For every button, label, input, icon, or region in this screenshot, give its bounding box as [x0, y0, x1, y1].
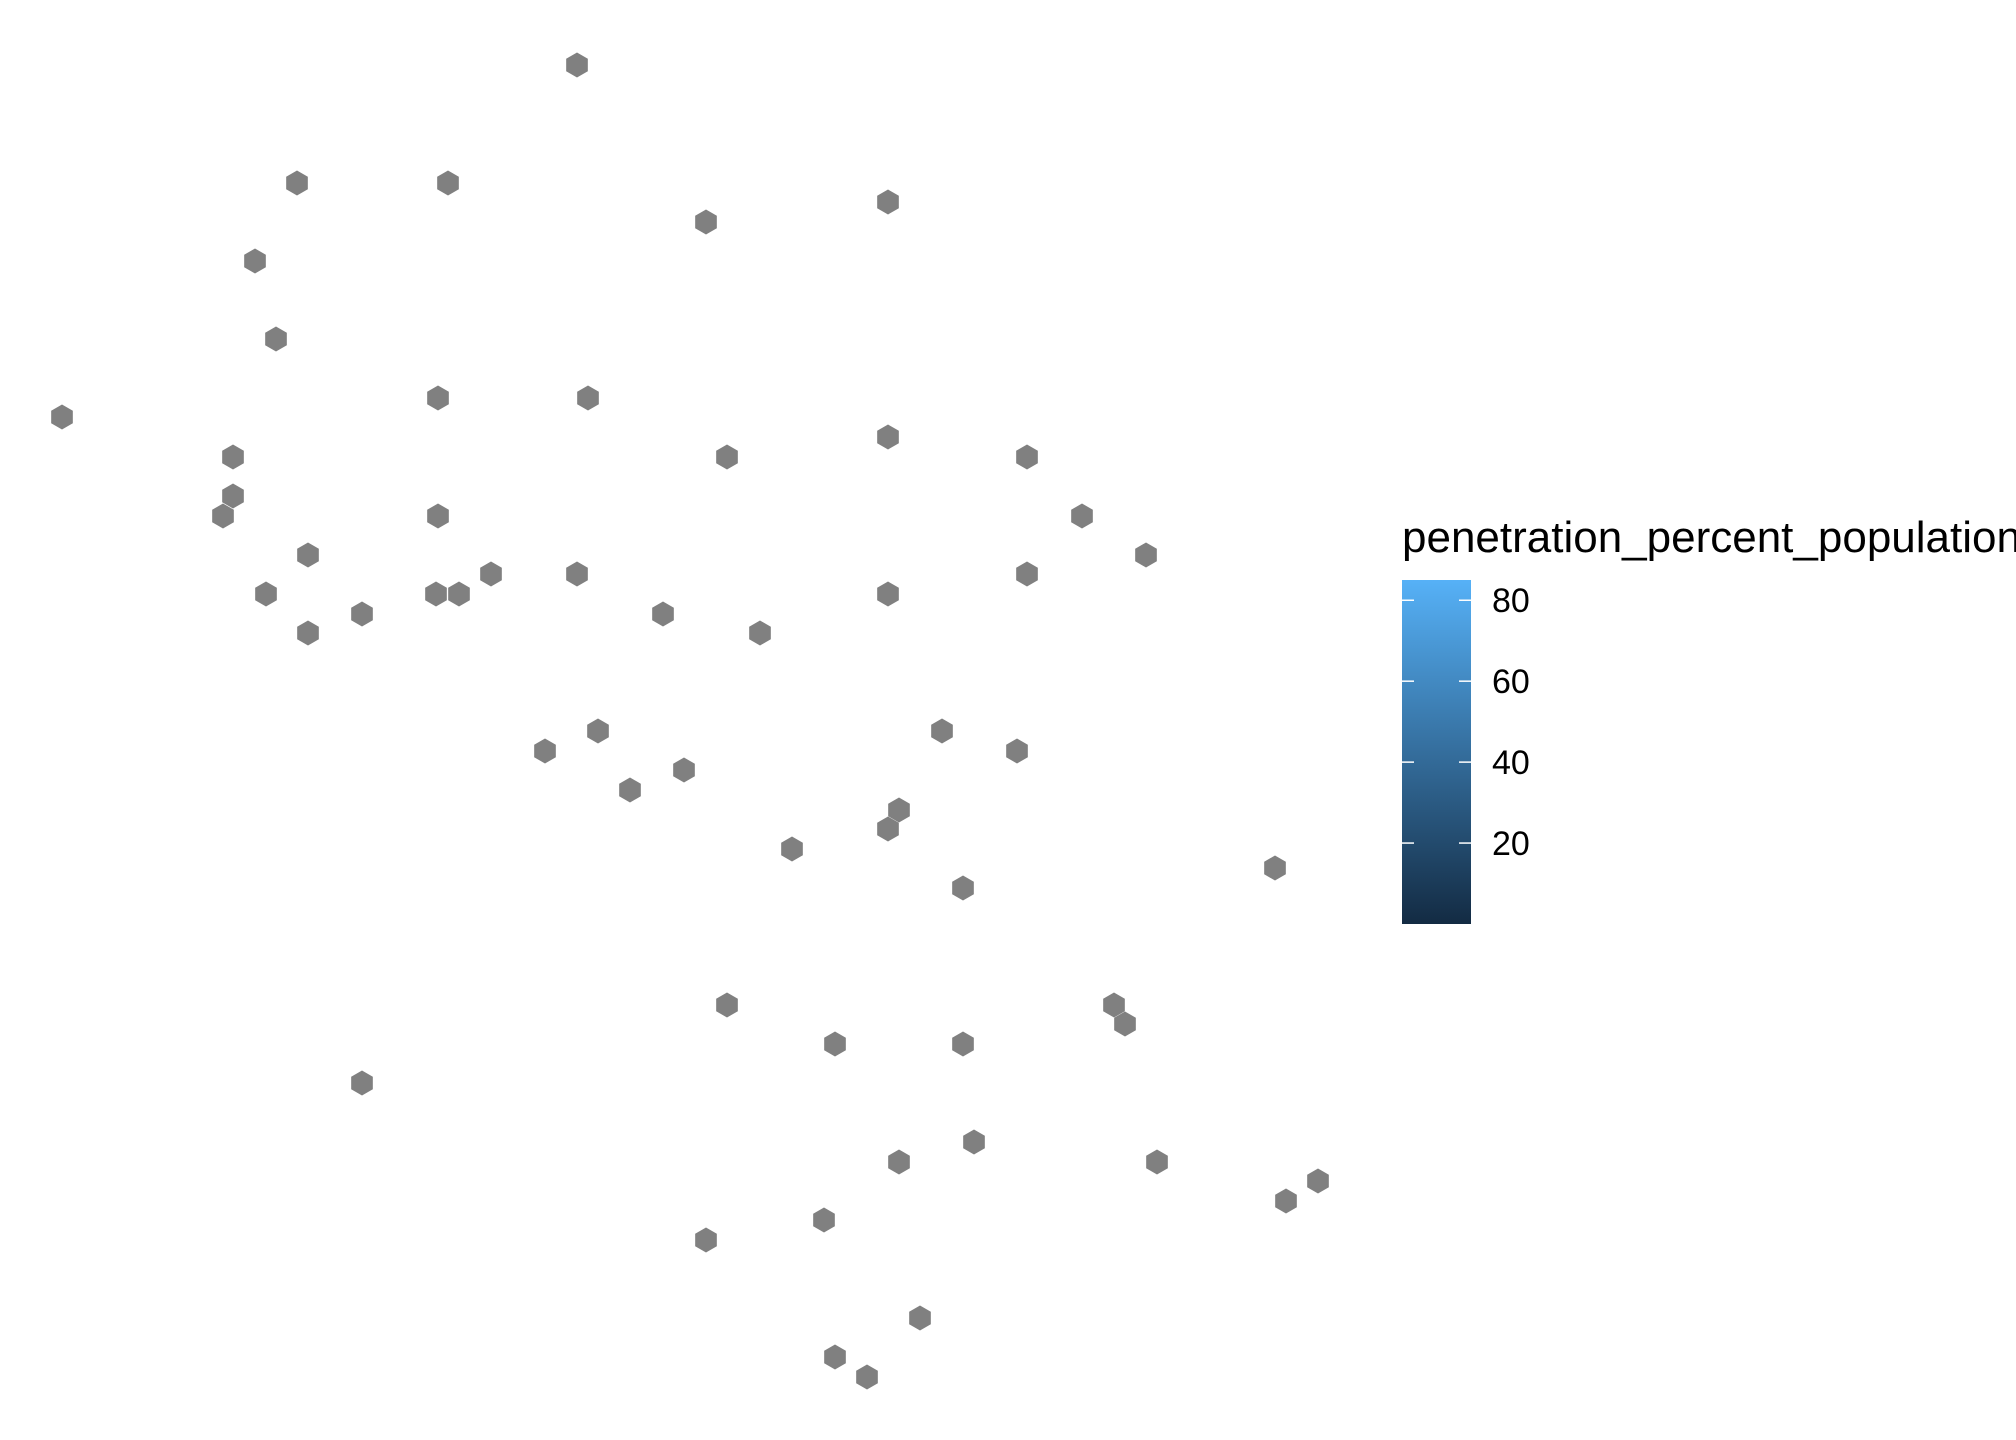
hex-tile [566, 52, 588, 78]
hex-tile [813, 1207, 835, 1233]
hex-tile [781, 836, 803, 862]
hex-tile [1103, 992, 1125, 1018]
hex-tile [716, 444, 738, 470]
hex-tile [1275, 1188, 1297, 1214]
hex-tile [1307, 1168, 1329, 1194]
hex-tile [566, 561, 588, 587]
hex-tile [1016, 444, 1038, 470]
hex-tile [1135, 542, 1157, 568]
hex-tile [952, 1031, 974, 1057]
colorbar-tick-label: 40 [1492, 744, 1530, 782]
hex-tile [427, 385, 449, 411]
hex-tile [351, 1070, 373, 1096]
hex-tile [222, 483, 244, 509]
hex-tile [1016, 561, 1038, 587]
hex-tile [480, 561, 502, 587]
legend: penetration_percent_population 20 40 60 80 [1402, 513, 2016, 924]
hex-tile [856, 1364, 878, 1390]
hex-tile [1264, 855, 1286, 881]
hex-tile [824, 1031, 846, 1057]
colorbar [1402, 580, 1471, 924]
hex-tile [749, 620, 771, 646]
hex-tile [877, 816, 899, 842]
hex-tile [673, 757, 695, 783]
hex-tile [244, 248, 266, 274]
hex-tile [824, 1344, 846, 1370]
hex-tile [286, 170, 308, 196]
hex-tile [425, 581, 447, 607]
hex-tile [448, 581, 470, 607]
hex-tile [427, 503, 449, 529]
hex-tile [297, 620, 319, 646]
hex-tile [952, 875, 974, 901]
hex-tile [695, 209, 717, 235]
hex-tile [963, 1129, 985, 1155]
hex-tile [577, 385, 599, 411]
hex-tile [351, 601, 373, 627]
hex-tile [437, 170, 459, 196]
hex-tile [265, 326, 287, 352]
hex-tile [931, 718, 953, 744]
hex-tile [222, 444, 244, 470]
hex-tile [587, 718, 609, 744]
hex-tile [1006, 738, 1028, 764]
hex-tile [1071, 503, 1093, 529]
colorbar-ticks: 20 40 60 80 [1402, 582, 1530, 863]
hex-tile [255, 581, 277, 607]
hex-tile [1146, 1149, 1168, 1175]
hex-tile [716, 992, 738, 1018]
colorbar-tick-label: 80 [1492, 582, 1530, 620]
hex-tile [888, 1149, 910, 1175]
hex-tile [619, 777, 641, 803]
colorbar-tick-label: 60 [1492, 663, 1530, 701]
hex-tile [909, 1305, 931, 1331]
plot-panel [51, 52, 1329, 1390]
legend-title: penetration_percent_population [1402, 513, 2016, 562]
hex-tile [652, 601, 674, 627]
hex-tile [1114, 1011, 1136, 1037]
colorbar-tick-label: 20 [1492, 825, 1530, 863]
hex-tile [695, 1227, 717, 1253]
hex-tile [877, 424, 899, 450]
hex-tile [297, 542, 319, 568]
hex-tile [534, 738, 556, 764]
hex-tile [51, 404, 73, 430]
hex-tile [888, 797, 910, 823]
hex-tile [877, 581, 899, 607]
hex-tile [212, 503, 234, 529]
hex-tile [877, 189, 899, 215]
